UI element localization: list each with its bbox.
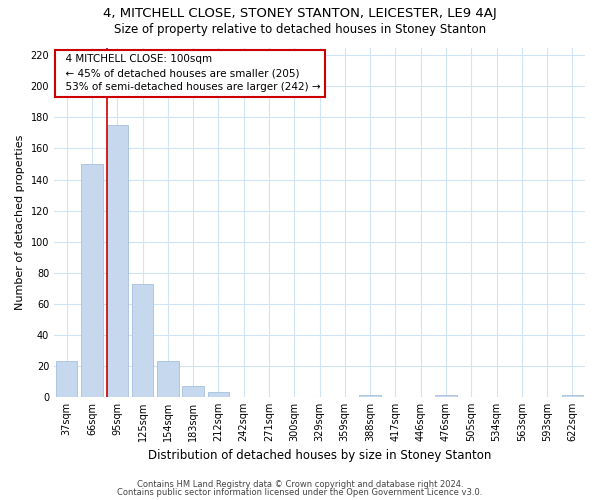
Bar xyxy=(107,125,128,397)
Bar xyxy=(56,361,77,397)
Bar xyxy=(359,396,381,397)
Bar xyxy=(132,284,153,397)
Text: Contains HM Land Registry data © Crown copyright and database right 2024.: Contains HM Land Registry data © Crown c… xyxy=(137,480,463,489)
Bar xyxy=(182,386,204,397)
Text: Size of property relative to detached houses in Stoney Stanton: Size of property relative to detached ho… xyxy=(114,22,486,36)
Bar xyxy=(435,396,457,397)
Text: 4 MITCHELL CLOSE: 100sqm
  ← 45% of detached houses are smaller (205)
  53% of s: 4 MITCHELL CLOSE: 100sqm ← 45% of detach… xyxy=(59,54,321,92)
Text: 4, MITCHELL CLOSE, STONEY STANTON, LEICESTER, LE9 4AJ: 4, MITCHELL CLOSE, STONEY STANTON, LEICE… xyxy=(103,8,497,20)
Bar xyxy=(562,396,583,397)
X-axis label: Distribution of detached houses by size in Stoney Stanton: Distribution of detached houses by size … xyxy=(148,450,491,462)
Text: Contains public sector information licensed under the Open Government Licence v3: Contains public sector information licen… xyxy=(118,488,482,497)
Bar xyxy=(81,164,103,397)
Bar xyxy=(157,361,179,397)
Y-axis label: Number of detached properties: Number of detached properties xyxy=(15,134,25,310)
Bar xyxy=(208,392,229,397)
